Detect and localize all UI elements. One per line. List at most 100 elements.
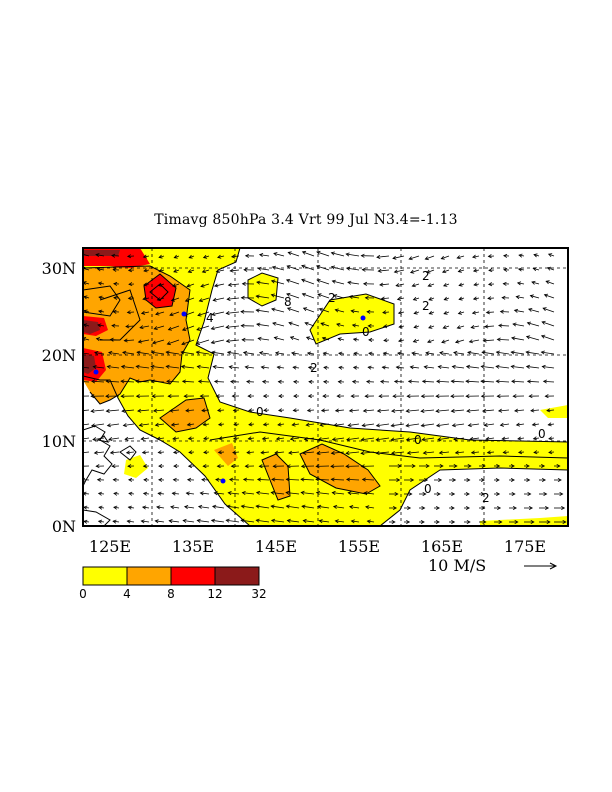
wind-vector-head [481,505,486,511]
plot-title: Timavg 850hPa 3.4 Vrt 99 Jul N3.4=-1.13 [154,212,458,228]
wind-vector-head [246,450,251,455]
wind-vector-head [496,337,501,342]
wind-vector-head [286,518,291,523]
wind-vector-head [211,312,216,317]
wind-vector [170,506,180,509]
wind-vector-head [212,364,217,370]
lon-label-145e: 145E [255,537,297,556]
wind-vector-head [360,437,365,442]
wind-vector-head [466,477,471,483]
wind-vector [336,323,345,327]
wind-vector [182,380,195,383]
wind-vector [274,451,285,454]
wind-vector-head [95,253,100,258]
wind-vector [511,337,525,341]
wind-vector-head [512,322,517,327]
wind-vector [437,437,450,441]
wind-vector [348,492,360,495]
wind-vector-head [421,505,426,511]
wind-vector [527,322,540,327]
wind-vector [546,280,555,285]
wind-vector-head [270,293,275,298]
wind-vector-head [137,339,142,344]
wind-vector-head [286,307,292,312]
wind-vector-head [226,504,231,509]
wind-vector-head [443,296,448,301]
wind-vector [331,252,345,257]
wind-vector-head [217,450,222,455]
wind-vector-head [499,309,504,314]
coastline [83,425,137,526]
wind-vector [159,269,165,272]
wind-vector-head [79,451,82,454]
wind-vector-head [105,408,110,413]
wind-vector [276,437,285,440]
wind-vector-head [306,351,312,356]
wind-vector-head [240,323,245,328]
wind-vector-head [352,337,358,342]
wind-vector-head [241,281,246,286]
wind-vector-head [450,379,455,384]
wind-vector-head [262,422,268,427]
wind-vector-head [517,267,523,272]
wind-vector [394,381,405,383]
wind-vector-head [109,337,114,342]
wind-vector-head [183,505,189,510]
wind-vector-head [113,281,118,286]
wind-vector-head [77,438,80,441]
wind-vector [84,310,90,313]
wind-vector-head [548,436,553,441]
wind-vector [517,282,525,285]
wind-vector-head [408,256,413,261]
wind-vector [83,296,90,299]
wind-vector [248,437,255,440]
wind-vector-head [435,519,440,525]
wind-vector-head [158,268,163,273]
wind-vector-head [330,450,335,456]
wind-vector [142,297,150,300]
wind-vector [108,437,120,440]
wind-vector [472,311,480,314]
wind-vector-head [421,379,427,384]
wind-vector-head [428,310,433,315]
wind-vector-head [213,491,218,496]
wind-vector-head [531,422,536,427]
wind-vector [457,325,465,329]
wind-vector-head [98,295,103,300]
wind-vector-head [301,264,306,269]
wind-vector-head [140,519,145,524]
wind-vector [484,423,495,426]
wind-vector [256,295,270,299]
wind-vector-head [368,337,373,342]
wind-vector [407,451,420,454]
wind-vector [196,339,210,345]
wind-vector-head [528,505,533,511]
wind-vector [353,366,360,369]
wind-vector [143,255,150,258]
wind-vector-head [305,422,310,427]
wind-vector-head [180,364,186,369]
colorbar: 0 4 8 12 32 [79,566,267,601]
wind-vector-head [412,338,417,343]
wind-vector-head [473,282,478,287]
wind-vector [286,279,300,285]
wind-vector [211,325,225,330]
wind-vector [496,380,510,383]
wind-vector-head [390,423,395,428]
wind-vector [317,505,330,509]
wind-vector [414,311,420,314]
wind-vector-head [330,265,336,270]
wind-vector [436,423,450,427]
wind-vector-head [350,519,355,524]
wind-vector [428,283,435,287]
wind-vector-head [510,477,515,483]
wind-vector [127,520,135,523]
wind-vector [421,409,435,412]
wind-vector [470,437,480,440]
wind-vector-head [424,256,429,261]
wind-vector-head [320,322,325,327]
wind-vector-head [167,326,173,331]
wind-vector [458,283,465,286]
wind-vector-head [170,422,176,427]
wind-vector-head [407,505,412,511]
